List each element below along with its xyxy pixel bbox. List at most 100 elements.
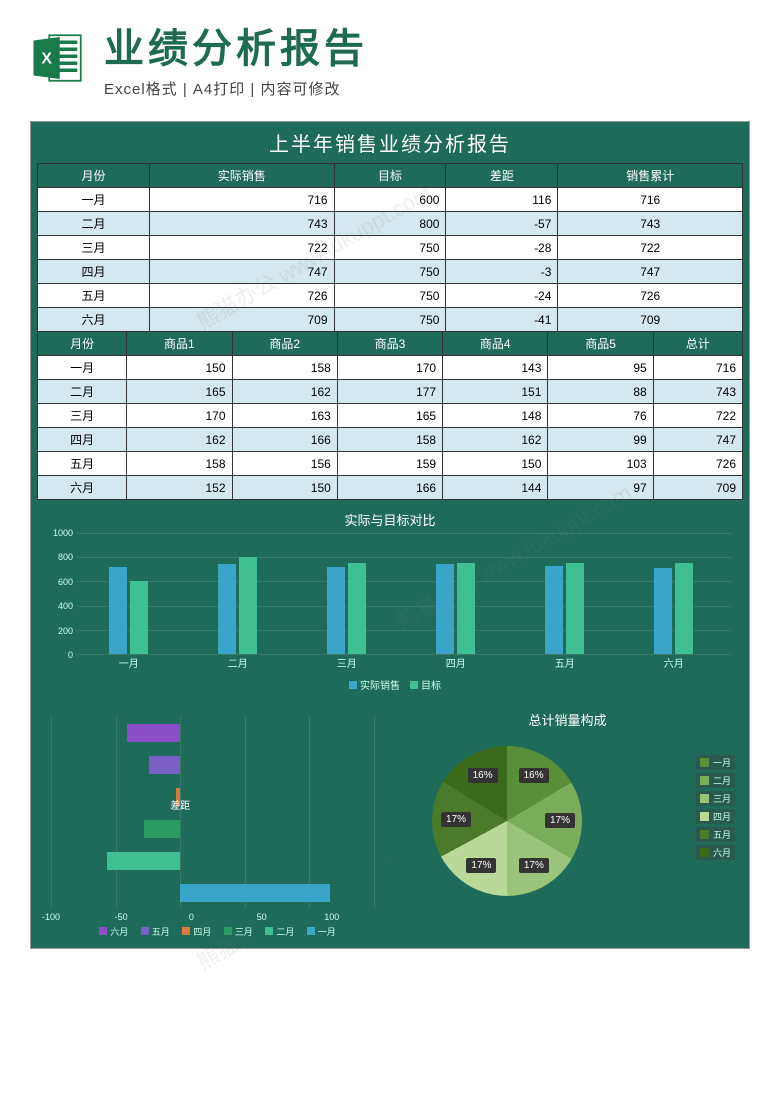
- cell: 722: [653, 404, 742, 428]
- x-label: 二月: [208, 655, 268, 670]
- hbar: [107, 852, 181, 870]
- bar-group: 五月: [535, 533, 595, 654]
- cell: 150: [127, 356, 232, 380]
- bar-group: 一月: [99, 533, 159, 654]
- cell: 162: [127, 428, 232, 452]
- cell: 95: [548, 356, 653, 380]
- x-tick: 50: [257, 912, 267, 922]
- cell: 150: [232, 476, 337, 500]
- sales-table: 月份实际销售目标差距销售累计 一月716600116716二月743800-57…: [37, 163, 743, 332]
- col-header: 商品5: [548, 332, 653, 356]
- table-row: 四月16216615816299747: [38, 428, 743, 452]
- pie-pct: 17%: [466, 858, 496, 873]
- cell: 170: [127, 404, 232, 428]
- pie-legend-item: 一月: [696, 755, 735, 770]
- cell: 156: [232, 452, 337, 476]
- cell: 六月: [38, 308, 150, 332]
- bar: [239, 557, 257, 654]
- hbar-axis-label: 差距: [170, 797, 190, 812]
- bar: [675, 563, 693, 654]
- cell: 709: [149, 308, 334, 332]
- x-tick: -100: [42, 912, 60, 922]
- cell: 158: [337, 428, 442, 452]
- y-tick: 800: [58, 552, 73, 562]
- bar: [654, 568, 672, 654]
- hbar-legend: 六月 五月 四月 三月 二月 一月: [37, 925, 388, 938]
- cell: 143: [443, 356, 548, 380]
- cell: 一月: [38, 356, 127, 380]
- cell: 750: [334, 260, 446, 284]
- cell: 716: [558, 188, 743, 212]
- col-header: 商品4: [443, 332, 548, 356]
- x-label: 五月: [535, 655, 595, 670]
- cell: 166: [232, 428, 337, 452]
- cell: 152: [127, 476, 232, 500]
- x-label: 六月: [644, 655, 704, 670]
- report-sheet: 上半年销售业绩分析报告 月份实际销售目标差距销售累计 一月71660011671…: [30, 121, 750, 949]
- col-header: 月份: [38, 332, 127, 356]
- sheet-title: 上半年销售业绩分析报告: [37, 122, 743, 163]
- pie-legend-item: 三月: [696, 791, 735, 806]
- bar: [436, 564, 454, 654]
- pie-pct: 17%: [519, 858, 549, 873]
- excel-icon: X: [30, 30, 86, 86]
- pie-pct: 16%: [519, 768, 549, 783]
- product-table: 月份商品1商品2商品3商品4商品5总计 一月15015817014395716二…: [37, 331, 743, 500]
- cell: -41: [446, 308, 558, 332]
- cell: 800: [334, 212, 446, 236]
- cell: 151: [443, 380, 548, 404]
- bar: [457, 563, 475, 654]
- pie-legend-item: 二月: [696, 773, 735, 788]
- cell: 743: [653, 380, 742, 404]
- y-tick: 1000: [53, 528, 73, 538]
- cell: 97: [548, 476, 653, 500]
- pie-title: 总计销量构成: [400, 710, 735, 729]
- bar-group: 四月: [426, 533, 486, 654]
- bar: [566, 563, 584, 654]
- x-tick: 100: [324, 912, 339, 922]
- cell: 六月: [38, 476, 127, 500]
- cell: -24: [446, 284, 558, 308]
- page-title: 业绩分析报告: [104, 16, 750, 74]
- bar-group: 三月: [317, 533, 377, 654]
- cell: 四月: [38, 260, 150, 284]
- cell: 177: [337, 380, 442, 404]
- cell: 163: [232, 404, 337, 428]
- bar: [545, 566, 563, 654]
- col-header: 差距: [446, 164, 558, 188]
- col-header: 商品1: [127, 332, 232, 356]
- cell: 165: [337, 404, 442, 428]
- cell: 二月: [38, 380, 127, 404]
- pie-legend-item: 五月: [696, 827, 735, 842]
- x-label: 一月: [99, 655, 159, 670]
- table-row: 五月158156159150103726: [38, 452, 743, 476]
- bar-group: 六月: [644, 533, 704, 654]
- cell: 747: [653, 428, 742, 452]
- bar: [327, 567, 345, 654]
- cell: 166: [337, 476, 442, 500]
- cell: 一月: [38, 188, 150, 212]
- bar-chart: 实际与目标对比 02004006008001000 一月二月三月四月五月六月 实…: [37, 504, 743, 698]
- cell: 726: [149, 284, 334, 308]
- cell: 716: [653, 356, 742, 380]
- cell: 五月: [38, 452, 127, 476]
- cell: 144: [443, 476, 548, 500]
- cell: 747: [558, 260, 743, 284]
- table-row: 一月716600116716: [38, 188, 743, 212]
- cell: -28: [446, 236, 558, 260]
- table-row: 三月17016316514876722: [38, 404, 743, 428]
- cell: 五月: [38, 284, 150, 308]
- table-row: 二月743800-57743: [38, 212, 743, 236]
- cell: 162: [232, 380, 337, 404]
- hbar: [127, 724, 180, 742]
- col-header: 目标: [334, 164, 446, 188]
- bar-group: 二月: [208, 533, 268, 654]
- cell: 162: [443, 428, 548, 452]
- y-tick: 0: [68, 650, 73, 660]
- cell: 三月: [38, 236, 150, 260]
- cell: 116: [446, 188, 558, 212]
- hbar-chart: 差距 六月 五月 四月 三月 二月 一月 -100-50050100150: [37, 702, 388, 942]
- col-header: 月份: [38, 164, 150, 188]
- cell: 722: [149, 236, 334, 260]
- hbar: [149, 756, 180, 774]
